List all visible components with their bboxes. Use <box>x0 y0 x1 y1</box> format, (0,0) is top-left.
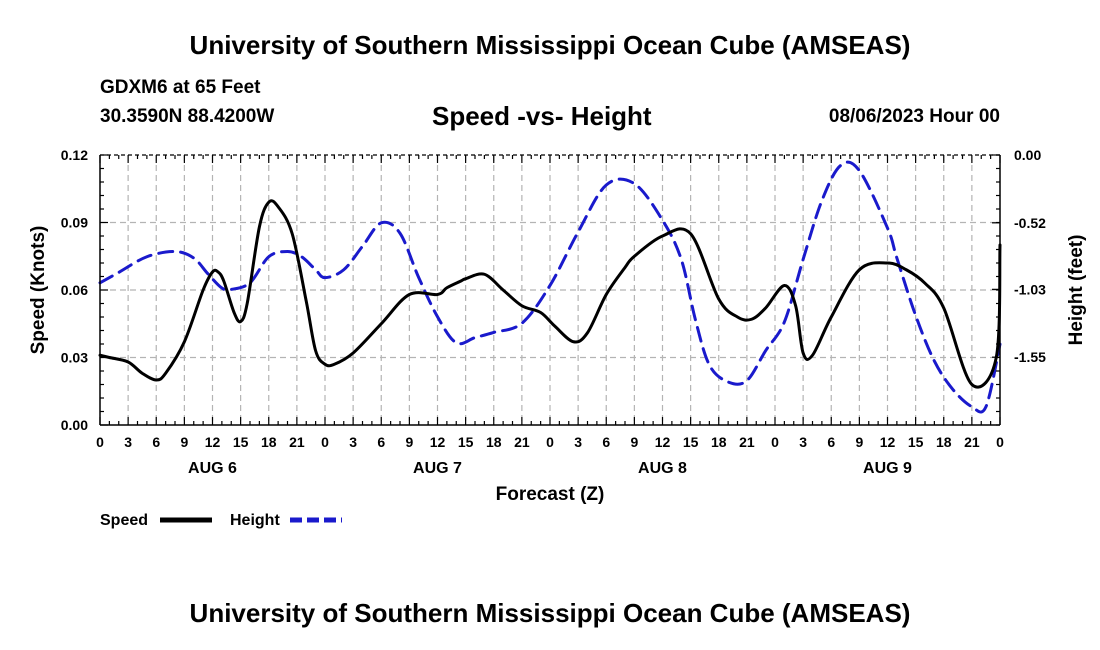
x-tick-label: 9 <box>405 434 413 450</box>
x-tick-label: 18 <box>486 434 502 450</box>
day-label: AUG 8 <box>638 460 687 477</box>
x-tick-label: 12 <box>880 434 896 450</box>
day-label: AUG 7 <box>413 460 462 477</box>
axes <box>99 154 1001 426</box>
x-tick-label: 9 <box>855 434 863 450</box>
footer-title: University of Southern Mississippi Ocean… <box>189 598 911 628</box>
y-tick-label: 0.03 <box>61 350 88 366</box>
x-tick-label: 15 <box>233 434 249 450</box>
y-axis-title: Speed (Knots) <box>28 226 49 355</box>
x-tick-label: 18 <box>261 434 277 450</box>
x-tick-label: 21 <box>514 434 530 450</box>
x-tick-label: 0 <box>96 434 104 450</box>
x-tick-label: 12 <box>205 434 221 450</box>
grid <box>100 155 1000 425</box>
legend: Speed Height <box>100 512 342 529</box>
y-tick-label: 0.06 <box>61 282 88 298</box>
run-time-label: 08/06/2023 Hour 00 <box>828 106 1000 127</box>
x-tick-label: 15 <box>458 434 474 450</box>
series-line-speed <box>98 199 1002 389</box>
x-tick-label: 6 <box>377 434 385 450</box>
x-tick-label: 0 <box>321 434 329 450</box>
x-tick-label: 3 <box>124 434 132 450</box>
chart-title: Speed -vs- Height <box>432 101 652 131</box>
x-tick-label: 21 <box>289 434 305 450</box>
y2-tick-label: -1.03 <box>1014 281 1046 297</box>
day-label: AUG 6 <box>188 460 237 477</box>
y-tick-label: 0.12 <box>61 147 88 163</box>
y2-tick-label: -1.55 <box>1014 349 1046 365</box>
x-tick-label: 0 <box>771 434 779 450</box>
series-line-height <box>98 160 1002 414</box>
x-tick-label: 18 <box>936 434 952 450</box>
x-tick-label: 15 <box>683 434 699 450</box>
x-tick-label: 21 <box>964 434 980 450</box>
x-tick-label: 3 <box>574 434 582 450</box>
y-tick-label: 0.00 <box>61 417 88 433</box>
x-tick-label: 15 <box>908 434 924 450</box>
station-label: GDXM6 at 65 Feet <box>100 77 261 98</box>
x-tick-label: 9 <box>180 434 188 450</box>
x-tick-label: 21 <box>739 434 755 450</box>
x-tick-label: 12 <box>655 434 671 450</box>
x-tick-label: 0 <box>996 434 1004 450</box>
legend-label-speed: Speed <box>100 512 148 529</box>
x-tick-label: 9 <box>630 434 638 450</box>
series-layer <box>98 160 1002 414</box>
x-tick-label: 3 <box>799 434 807 450</box>
x-tick-label: 18 <box>711 434 727 450</box>
x-tick-label: 3 <box>349 434 357 450</box>
y2-tick-label: 0.00 <box>1014 147 1041 163</box>
coordinates-label: 30.3590N 88.4200W <box>100 106 275 127</box>
y2-tick-label: -0.52 <box>1014 215 1046 231</box>
y-tick-label: 0.09 <box>61 215 88 231</box>
x-tick-label: 12 <box>430 434 446 450</box>
x-axis-title: Forecast (Z) <box>496 484 605 505</box>
legend-label-height: Height <box>230 512 280 529</box>
x-tick-label: 0 <box>546 434 554 450</box>
axis-labels: 0 3 6 9 12 15 18 21 0 3 6 9 12 15 18 21 0 3 6 9 12 15 18 21 0 3 6 9… <box>61 147 1046 477</box>
x-tick-label: 6 <box>152 434 160 450</box>
y2-axis-title: Height (feet) <box>1066 235 1087 346</box>
day-label: AUG 9 <box>863 460 912 477</box>
page-title: University of Southern Mississippi Ocean… <box>189 30 911 60</box>
x-tick-label: 6 <box>602 434 610 450</box>
x-tick-label: 6 <box>827 434 835 450</box>
